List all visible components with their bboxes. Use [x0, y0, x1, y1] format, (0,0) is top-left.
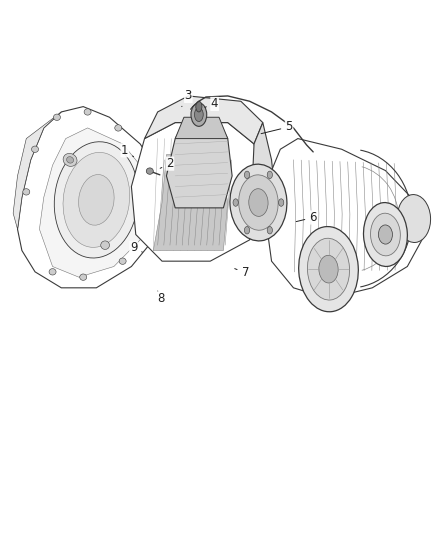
Text: 2: 2 — [160, 157, 174, 170]
Ellipse shape — [53, 114, 60, 120]
Ellipse shape — [364, 203, 407, 266]
Ellipse shape — [84, 109, 91, 115]
Ellipse shape — [239, 175, 278, 230]
Polygon shape — [18, 107, 162, 288]
Ellipse shape — [49, 269, 56, 275]
Polygon shape — [175, 117, 228, 139]
Ellipse shape — [194, 108, 203, 122]
Ellipse shape — [249, 189, 268, 216]
Polygon shape — [250, 123, 276, 240]
Text: 7: 7 — [235, 266, 249, 279]
Ellipse shape — [319, 255, 338, 283]
Ellipse shape — [244, 227, 250, 234]
Ellipse shape — [32, 146, 39, 152]
Ellipse shape — [279, 199, 284, 206]
Text: 4: 4 — [205, 98, 219, 110]
Ellipse shape — [307, 238, 350, 300]
Ellipse shape — [299, 227, 358, 312]
Ellipse shape — [63, 152, 130, 247]
Text: 6: 6 — [296, 211, 317, 224]
Ellipse shape — [63, 154, 77, 166]
Ellipse shape — [78, 174, 114, 225]
Ellipse shape — [244, 171, 250, 179]
Ellipse shape — [371, 213, 400, 256]
Ellipse shape — [230, 164, 287, 241]
Polygon shape — [153, 155, 228, 251]
Polygon shape — [145, 96, 263, 144]
Polygon shape — [13, 112, 61, 229]
Ellipse shape — [145, 226, 152, 232]
Ellipse shape — [101, 241, 110, 249]
Ellipse shape — [141, 151, 148, 158]
Ellipse shape — [146, 168, 153, 174]
Ellipse shape — [267, 227, 272, 234]
Polygon shape — [166, 123, 232, 208]
Ellipse shape — [397, 195, 431, 243]
Ellipse shape — [54, 142, 138, 258]
Text: 1: 1 — [121, 144, 134, 157]
Text: 9: 9 — [130, 241, 142, 254]
Ellipse shape — [267, 171, 272, 179]
Polygon shape — [267, 139, 425, 298]
Ellipse shape — [378, 225, 392, 244]
Ellipse shape — [154, 189, 161, 195]
Ellipse shape — [233, 199, 238, 206]
Polygon shape — [131, 123, 263, 261]
Polygon shape — [39, 128, 149, 277]
Ellipse shape — [196, 101, 202, 112]
Ellipse shape — [191, 103, 207, 126]
Text: 3: 3 — [182, 90, 192, 107]
Ellipse shape — [115, 125, 122, 131]
Text: 5: 5 — [261, 120, 293, 134]
Ellipse shape — [119, 258, 126, 264]
Ellipse shape — [67, 157, 74, 163]
Text: 8: 8 — [158, 291, 165, 305]
Ellipse shape — [23, 189, 30, 195]
Ellipse shape — [80, 274, 87, 280]
